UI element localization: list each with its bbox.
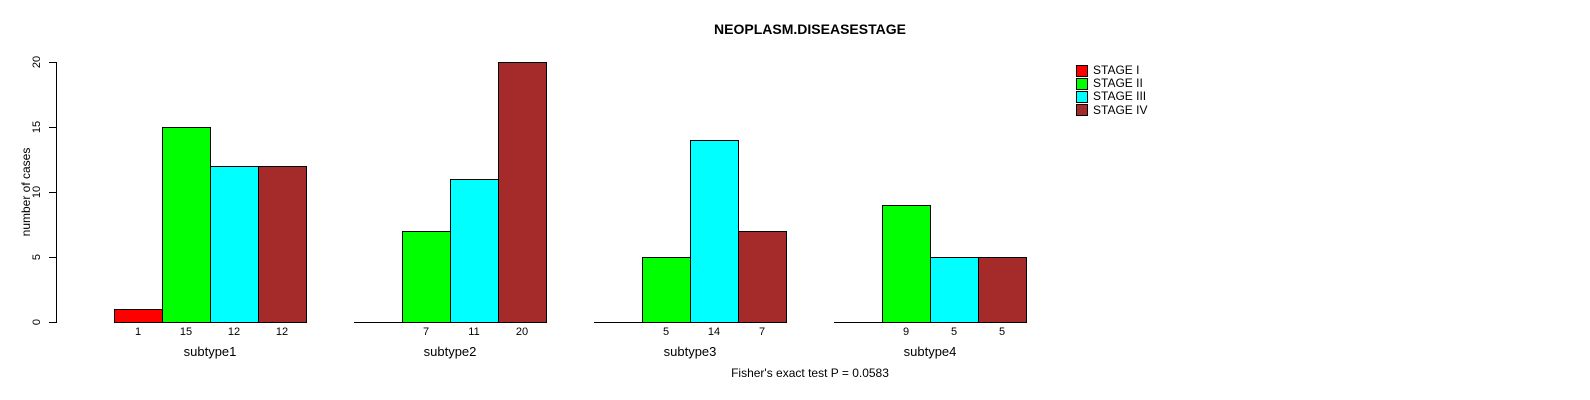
legend-item-stage-iv: STAGE IV [1076,102,1148,117]
legend-swatch-icon [1076,77,1088,90]
y-axis-tick [49,257,56,258]
bar-value-label: 7 [758,326,766,338]
y-tick-label: 15 [31,120,43,134]
bar-subtype2-stage-ii [402,231,451,323]
legend: STAGE I STAGE II STAGE III STAGE IV [1076,64,1147,117]
bar-subtype1-stage-iv [258,166,307,323]
bar-value-label: 5 [998,326,1006,338]
category-label-subtype4: subtype4 [903,344,957,359]
y-tick-label: 0 [31,318,43,326]
y-tick-label: 5 [31,253,43,261]
chart-title: NEOPLASM.DISEASESTAGE [714,21,906,37]
bar-subtype3-stage-iii [690,140,739,323]
category-label-subtype2: subtype2 [423,344,477,359]
zero-bar-subtype4-stage-i [834,322,883,323]
y-axis-tick [49,192,56,193]
bar-subtype1-stage-iii [210,166,259,323]
bar-subtype4-stage-iv [978,257,1027,323]
bar-subtype2-stage-iii [450,179,499,323]
legend-swatch-icon [1076,64,1088,77]
legend-item-label: STAGE IV [1093,102,1148,117]
bar-value-label: 15 [179,326,193,338]
y-axis-tick [49,322,56,323]
bar-value-label: 11 [468,326,480,338]
legend-item-stage-i: STAGE I [1076,64,1147,77]
legend-item-label: STAGE II [1093,76,1143,91]
bar-value-label: 14 [707,326,721,338]
bar-value-label: 20 [515,326,529,338]
bar-value-label: 12 [275,326,289,338]
bar-value-label: 5 [662,326,670,338]
legend-swatch-icon [1076,104,1088,117]
y-tick-label: 20 [31,55,43,69]
fisher-test-caption: Fisher's exact test P = 0.0583 [731,366,889,380]
bar-subtype1-stage-ii [162,127,211,323]
bar-subtype3-stage-ii [642,257,691,323]
bar-subtype4-stage-iii [930,257,979,323]
bar-value-label: 5 [950,326,958,338]
bar-subtype3-stage-iv [738,231,787,323]
legend-item-stage-iii: STAGE III [1076,90,1147,103]
legend-item-stage-ii: STAGE II [1076,77,1147,90]
legend-item-label: STAGE III [1093,89,1147,104]
legend-item-label: STAGE I [1093,63,1140,78]
category-label-subtype3: subtype3 [663,344,717,359]
bar-value-label: 9 [902,326,910,338]
bar-value-label: 1 [134,326,142,338]
y-axis-tick [49,127,56,128]
y-axis-line [56,62,57,323]
zero-bar-subtype2-stage-i [354,322,403,323]
legend-swatch-icon [1076,90,1088,103]
y-tick-label: 10 [31,185,43,199]
bar-subtype1-stage-i [114,309,163,323]
bar-value-label: 7 [422,326,430,338]
category-label-subtype1: subtype1 [183,344,237,359]
bar-subtype2-stage-iv [498,62,547,323]
y-axis-tick [49,62,56,63]
zero-bar-subtype3-stage-i [594,322,643,323]
bar-subtype4-stage-ii [882,205,931,323]
bar-value-label: 12 [227,326,241,338]
